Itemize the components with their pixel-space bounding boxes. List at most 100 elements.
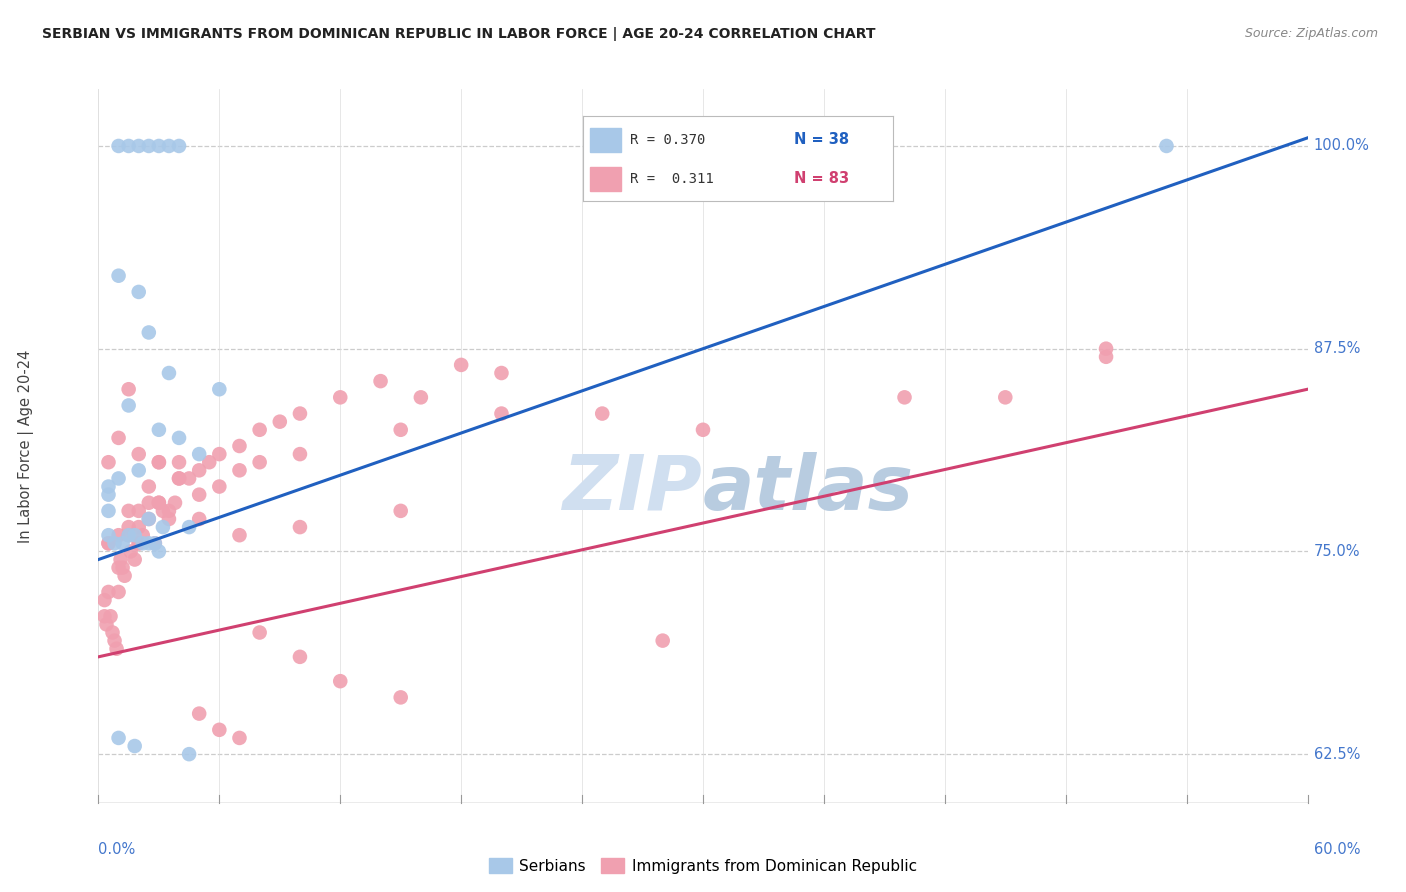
- Point: [128, 463, 150, 477]
- Point: [118, 399, 141, 413]
- Text: ZIP: ZIP: [564, 452, 703, 525]
- Point: [148, 139, 170, 153]
- Bar: [589, 128, 620, 152]
- Point: [107, 528, 129, 542]
- Point: [107, 585, 129, 599]
- Point: [132, 528, 155, 542]
- Point: [167, 471, 190, 485]
- Point: [651, 633, 673, 648]
- Text: R = 0.370: R = 0.370: [630, 133, 706, 146]
- Text: 62.5%: 62.5%: [1313, 747, 1360, 762]
- Point: [143, 536, 166, 550]
- Point: [157, 512, 180, 526]
- Point: [389, 423, 412, 437]
- Point: [288, 447, 311, 461]
- Point: [370, 374, 392, 388]
- Point: [96, 617, 118, 632]
- Point: [105, 641, 128, 656]
- Point: [157, 366, 180, 380]
- Point: [188, 706, 211, 721]
- Point: [97, 528, 120, 542]
- Point: [167, 471, 190, 485]
- Point: [1156, 139, 1178, 153]
- Point: [97, 536, 120, 550]
- Point: [128, 447, 150, 461]
- Point: [188, 512, 211, 526]
- Text: N = 38: N = 38: [794, 132, 849, 147]
- Point: [97, 488, 120, 502]
- Point: [1095, 350, 1118, 364]
- Point: [893, 390, 915, 404]
- Text: SERBIAN VS IMMIGRANTS FROM DOMINICAN REPUBLIC IN LABOR FORCE | AGE 20-24 CORRELA: SERBIAN VS IMMIGRANTS FROM DOMINICAN REP…: [42, 27, 876, 41]
- Point: [143, 536, 166, 550]
- Point: [97, 504, 120, 518]
- Point: [288, 407, 311, 421]
- Point: [167, 139, 190, 153]
- Point: [107, 268, 129, 283]
- Point: [148, 544, 170, 558]
- Point: [110, 552, 132, 566]
- Point: [118, 139, 141, 153]
- Point: [249, 423, 271, 437]
- Point: [409, 390, 432, 404]
- Legend: Serbians, Immigrants from Dominican Republic: Serbians, Immigrants from Dominican Repu…: [482, 852, 924, 880]
- Point: [128, 536, 150, 550]
- Point: [138, 326, 160, 340]
- Point: [114, 568, 136, 582]
- Point: [120, 544, 142, 558]
- Point: [152, 520, 174, 534]
- Point: [167, 455, 190, 469]
- Text: 75.0%: 75.0%: [1313, 544, 1360, 559]
- Point: [491, 407, 513, 421]
- Point: [198, 455, 221, 469]
- Point: [97, 479, 120, 493]
- Point: [179, 471, 201, 485]
- Point: [111, 536, 134, 550]
- Point: [138, 536, 160, 550]
- Point: [124, 552, 146, 566]
- Text: 0.0%: 0.0%: [98, 842, 135, 857]
- Text: R =  0.311: R = 0.311: [630, 171, 714, 186]
- Point: [128, 536, 150, 550]
- Point: [491, 366, 513, 380]
- Point: [97, 585, 120, 599]
- Text: Source: ZipAtlas.com: Source: ZipAtlas.com: [1244, 27, 1378, 40]
- Text: 100.0%: 100.0%: [1313, 138, 1369, 153]
- Point: [138, 496, 160, 510]
- Point: [118, 520, 141, 534]
- Point: [288, 649, 311, 664]
- Point: [107, 560, 129, 574]
- Point: [100, 609, 122, 624]
- Point: [93, 593, 115, 607]
- Point: [793, 139, 815, 153]
- Point: [138, 512, 160, 526]
- Point: [148, 496, 170, 510]
- Point: [138, 512, 160, 526]
- Text: 87.5%: 87.5%: [1313, 342, 1360, 356]
- Point: [148, 423, 170, 437]
- Point: [188, 488, 211, 502]
- Point: [118, 528, 141, 542]
- Point: [329, 674, 352, 689]
- Point: [128, 139, 150, 153]
- Point: [132, 536, 155, 550]
- Text: N = 83: N = 83: [794, 171, 849, 186]
- Point: [389, 504, 412, 518]
- Point: [188, 447, 211, 461]
- Point: [93, 609, 115, 624]
- Point: [249, 455, 271, 469]
- Point: [188, 463, 211, 477]
- Point: [128, 504, 150, 518]
- Point: [329, 390, 352, 404]
- Point: [1095, 342, 1118, 356]
- Point: [208, 447, 231, 461]
- Point: [124, 739, 146, 753]
- Point: [107, 731, 129, 745]
- Point: [124, 528, 146, 542]
- Point: [208, 479, 231, 493]
- Point: [118, 382, 141, 396]
- Point: [118, 504, 141, 518]
- Point: [269, 415, 291, 429]
- Point: [450, 358, 472, 372]
- Point: [389, 690, 412, 705]
